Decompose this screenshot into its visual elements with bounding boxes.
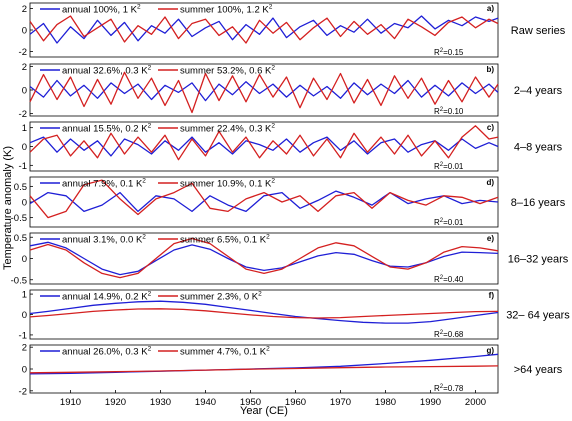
band-label: 4–8 years	[514, 142, 563, 154]
y-tick-label: -0.5	[11, 213, 27, 224]
y-tick-label: 0.5	[14, 233, 27, 244]
y-tick-label: -2	[19, 47, 27, 58]
panel-6: 1 0 -1 annual 14.9%, 0.2 K2 summer 2.3%, 0 K…	[19, 290, 571, 342]
band-label: 16–32 years	[508, 254, 569, 266]
r-squared-label: R2=0.78	[434, 384, 464, 393]
series-line-annual	[29, 241, 499, 276]
band-label: >64 years	[514, 364, 563, 376]
series-line-summer	[29, 179, 499, 219]
x-axis-label: Year (CE)	[240, 405, 288, 417]
legend-label-annual: annual 14.9%, 0.2 K2	[62, 291, 152, 303]
legend-label-summer: summer 10.9%, 0.1 K2	[180, 178, 275, 190]
series-line-annual	[29, 79, 499, 102]
x-tick-label: 2000	[465, 397, 486, 408]
legend-label-summer: summer 6.5%, 0.1 K2	[180, 234, 270, 246]
panel-letter: a)	[487, 4, 494, 13]
panel-frame	[29, 176, 499, 228]
y-tick-label: 0	[22, 26, 27, 37]
panel-1: 2 0 -2 annual 100%, 1 K2 summer 100%, 1.2 K2…	[19, 2, 566, 58]
series-line-summer	[29, 15, 499, 44]
series-line-summer	[29, 365, 499, 374]
x-tick-label: 1990	[420, 397, 441, 408]
x-tick-label: 1980	[375, 397, 396, 408]
y-tick-label: 0	[22, 142, 27, 153]
y-tick-label: -1	[19, 161, 27, 172]
panel-4: 0.5 0 -0.5 annual 7.9%, 0.1 K2 summer 10.9%,…	[11, 176, 566, 228]
y-tick-label: -2	[19, 109, 27, 120]
y-tick-label: 0	[22, 310, 27, 321]
r-squared-label: R2=0.15	[434, 48, 464, 57]
band-label: 2–4 years	[514, 85, 563, 97]
y-tick-label: 1	[22, 290, 27, 301]
legend-label-annual: annual 7.9%, 0.1 K2	[62, 178, 146, 190]
panel-letter: b)	[486, 65, 494, 74]
x-tick-label: 1910	[60, 397, 81, 408]
y-tick-label: 1	[22, 123, 27, 134]
r-squared-label: R2=0.40	[434, 275, 464, 284]
y-tick-label: 2	[22, 343, 27, 354]
band-label: 32– 64 years	[506, 310, 570, 322]
y-tick-label: 0	[22, 365, 27, 376]
series-line-summer	[29, 308, 499, 319]
panel-3: 1 0 -1 annual 15.5%, 0.2 K2 summer 22.4%, 0.…	[19, 121, 563, 172]
legend-label-annual: annual 26.0%, 0.3 K2	[62, 346, 152, 358]
panel-letter: d)	[486, 178, 494, 187]
legend-label-summer: summer 4.7%, 0.1 K2	[180, 346, 270, 358]
x-tick-label: 1950	[240, 397, 261, 408]
legend-label-annual: annual 100%, 1 K2	[62, 4, 141, 16]
x-tick-label: 1920	[105, 397, 126, 408]
panel-frame	[29, 232, 499, 285]
series-line-summer	[29, 71, 499, 114]
legend-label-summer: summer 100%, 1.2 K2	[180, 4, 273, 16]
r-squared-label: R2=0.68	[434, 330, 464, 339]
legend-label-summer: summer 22.4%, 0.3 K2	[180, 123, 275, 135]
y-tick-label: 2	[22, 4, 27, 15]
legend-label-summer: summer 2.3%, 0 K2	[180, 291, 262, 303]
x-tick-label: 1940	[195, 397, 216, 408]
panel-letter: e)	[487, 234, 494, 243]
panel-7: 2 0 -2 annual 26.0%, 0.3 K2 summer 4.7%, 0.1…	[19, 343, 563, 398]
series-line-annual	[29, 136, 499, 157]
r-squared-label: R2=0.10	[434, 107, 464, 116]
legend-label-annual: annual 15.5%, 0.2 K2	[62, 123, 152, 135]
panel-letter: g)	[486, 346, 494, 355]
band-label: 8–16 years	[511, 197, 566, 209]
y-tick-label: 0	[22, 254, 27, 265]
x-tick-label: 1930	[150, 397, 171, 408]
x-tick-label: 1960	[285, 397, 306, 408]
panel-frame	[29, 2, 499, 58]
band-label: Raw series	[511, 25, 566, 37]
y-tick-label: -1	[19, 330, 27, 341]
r-squared-label: R2=0.01	[434, 162, 464, 171]
series-line-annual	[29, 190, 499, 213]
y-axis-label: Temperature anomaly (K)	[2, 146, 14, 270]
y-tick-label: 0.5	[14, 182, 27, 193]
x-axis: 1910 1920 1930 1940 1950 1960 1970 1980 1990 2000	[60, 390, 486, 408]
y-tick-label: 0	[22, 86, 27, 97]
panel-letter: f)	[489, 291, 495, 300]
y-tick-label: 0	[22, 198, 27, 209]
legend-label-summer: summer 53.2%, 0.6 K2	[180, 65, 275, 77]
x-tick-label: 1970	[330, 397, 351, 408]
series-line-summer	[29, 125, 499, 161]
series-line-summer	[29, 237, 499, 279]
legend-label-annual: annual 3.1%, 0.0 K2	[62, 234, 146, 246]
y-tick-label: 2	[22, 62, 27, 73]
panels: 2 0 -2 annual 100%, 1 K2 summer 100%, 1.2 K2…	[11, 2, 571, 398]
y-tick-label: -0.5	[11, 275, 27, 286]
y-tick-label: -2	[19, 386, 27, 397]
panel-letter: c)	[487, 123, 494, 132]
legend-label-annual: annual 32.6%, 0.3 K2	[62, 65, 152, 77]
series-line-annual	[29, 300, 499, 324]
panel-2: 2 0 -2 annual 32.6%, 0.3 K2 summer 53.2%, 0.…	[19, 62, 563, 120]
r-squared-label: R2=0.01	[434, 218, 464, 227]
panel-5: 0.5 0 -0.5 annual 3.1%, 0.0 K2 summer 6.5%, …	[11, 232, 569, 286]
